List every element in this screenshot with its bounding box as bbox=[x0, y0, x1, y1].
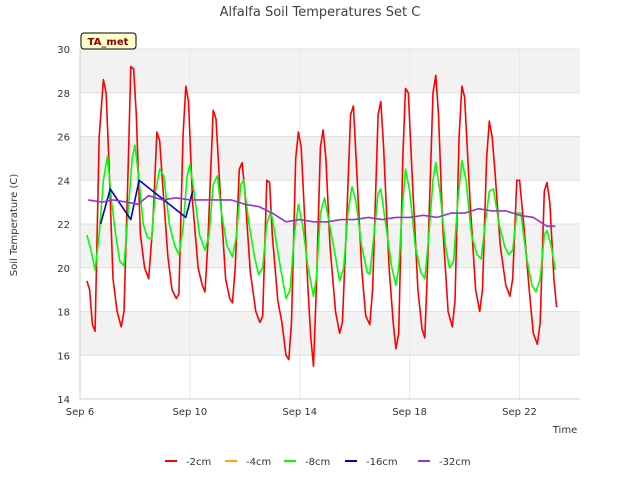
y-tick-label: 26 bbox=[57, 133, 70, 144]
legend-label: -16cm bbox=[366, 457, 398, 468]
y-tick-label: 18 bbox=[57, 308, 70, 319]
badge-box bbox=[80, 32, 137, 50]
chart-title: Alfalfa Soil Temperatures Set C bbox=[220, 5, 421, 20]
legend: -2cm -4cm -8cm -16cm -32cm bbox=[165, 457, 471, 468]
series-layer bbox=[86, 65, 558, 367]
y-tick-label: 30 bbox=[57, 45, 70, 56]
axes: 14 16 18 20 22 24 26 28 30 Sep 6 Sep 10 Sep 14 Sep 1… bbox=[57, 45, 580, 418]
y-tick-label: 22 bbox=[57, 220, 70, 231]
x-axis-label: Time bbox=[552, 425, 577, 436]
plot-band bbox=[80, 49, 580, 93]
x-tick-label: Sep 10 bbox=[173, 407, 208, 418]
plot-band bbox=[80, 136, 580, 181]
x-tick-label: Sep 6 bbox=[66, 407, 94, 418]
legend-label: -8cm bbox=[305, 457, 330, 468]
legend-label: -4cm bbox=[246, 457, 271, 468]
legend-label: -2cm bbox=[186, 457, 211, 468]
y-tick-label: 14 bbox=[57, 395, 70, 406]
series-line-neg32cm bbox=[88, 194, 556, 227]
y-tick-label: 20 bbox=[57, 264, 70, 275]
y-tick-label: 24 bbox=[57, 176, 70, 187]
plot-band bbox=[80, 311, 580, 356]
badge-label: TA_met bbox=[88, 37, 129, 48]
series-line-neg2cm bbox=[86, 65, 558, 367]
y-tick-label: 16 bbox=[57, 351, 70, 362]
x-tick-label: Sep 22 bbox=[502, 407, 537, 418]
x-tick-label: Sep 18 bbox=[392, 407, 427, 418]
series-line-neg16cm bbox=[99, 179, 194, 225]
legend-label: -32cm bbox=[439, 457, 471, 468]
y-axis-label: Soil Temperature (C) bbox=[9, 174, 20, 277]
x-tick-label: Sep 14 bbox=[282, 407, 317, 418]
station-badge: TA_met bbox=[80, 32, 137, 50]
y-tick-label: 28 bbox=[57, 89, 70, 100]
series-line-neg8cm bbox=[86, 144, 557, 300]
